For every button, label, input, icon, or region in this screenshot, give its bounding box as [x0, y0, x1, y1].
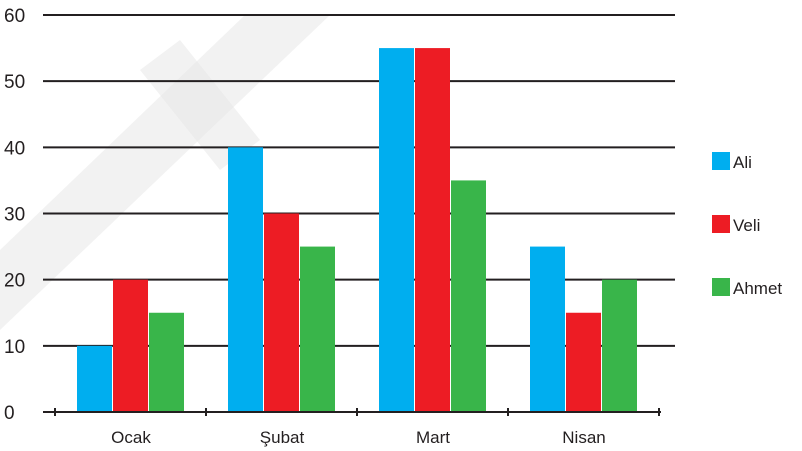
- y-tick-label: 20: [4, 271, 25, 292]
- x-tick-labels: Ocak Şubat Mart Nisan: [111, 428, 606, 447]
- bar-veli-0: [113, 279, 148, 412]
- bar-veli-2: [415, 48, 450, 412]
- y-tick-label: 10: [4, 337, 25, 358]
- bar-ahmet-3: [602, 279, 637, 412]
- x-tick-label: Nisan: [562, 428, 605, 447]
- legend-label: Ali: [733, 153, 752, 172]
- legend-swatch: [712, 278, 730, 296]
- bar-ahmet-0: [149, 312, 184, 412]
- bar-ahmet-1: [300, 246, 335, 412]
- bar-veli-1: [264, 213, 299, 412]
- x-axis: [43, 408, 661, 416]
- bar-ali-2: [379, 48, 414, 412]
- y-tick-label: 50: [4, 72, 25, 93]
- x-tick-label: Mart: [416, 428, 450, 447]
- bar-veli-3: [566, 312, 601, 412]
- x-tick-label: Ocak: [111, 428, 151, 447]
- y-tick-labels: 0 10 20 30 40 50 60: [4, 6, 25, 424]
- legend-label: Ahmet: [733, 279, 782, 298]
- bars: [77, 48, 637, 413]
- y-tick-label: 30: [4, 205, 25, 226]
- legend: Ali Veli Ahmet: [712, 152, 782, 298]
- y-tick-label: 0: [4, 403, 15, 424]
- legend-swatch: [712, 152, 730, 170]
- y-tick-label: 40: [4, 138, 25, 159]
- bar-ali-1: [228, 147, 263, 413]
- bar-ali-3: [530, 246, 565, 412]
- x-tick-label: Şubat: [260, 428, 305, 447]
- bar-ahmet-2: [451, 180, 486, 412]
- legend-label: Veli: [733, 216, 760, 235]
- gridlines: [43, 14, 675, 347]
- legend-swatch: [712, 215, 730, 233]
- bar-ali-0: [77, 345, 112, 412]
- y-tick-label: 60: [4, 6, 25, 27]
